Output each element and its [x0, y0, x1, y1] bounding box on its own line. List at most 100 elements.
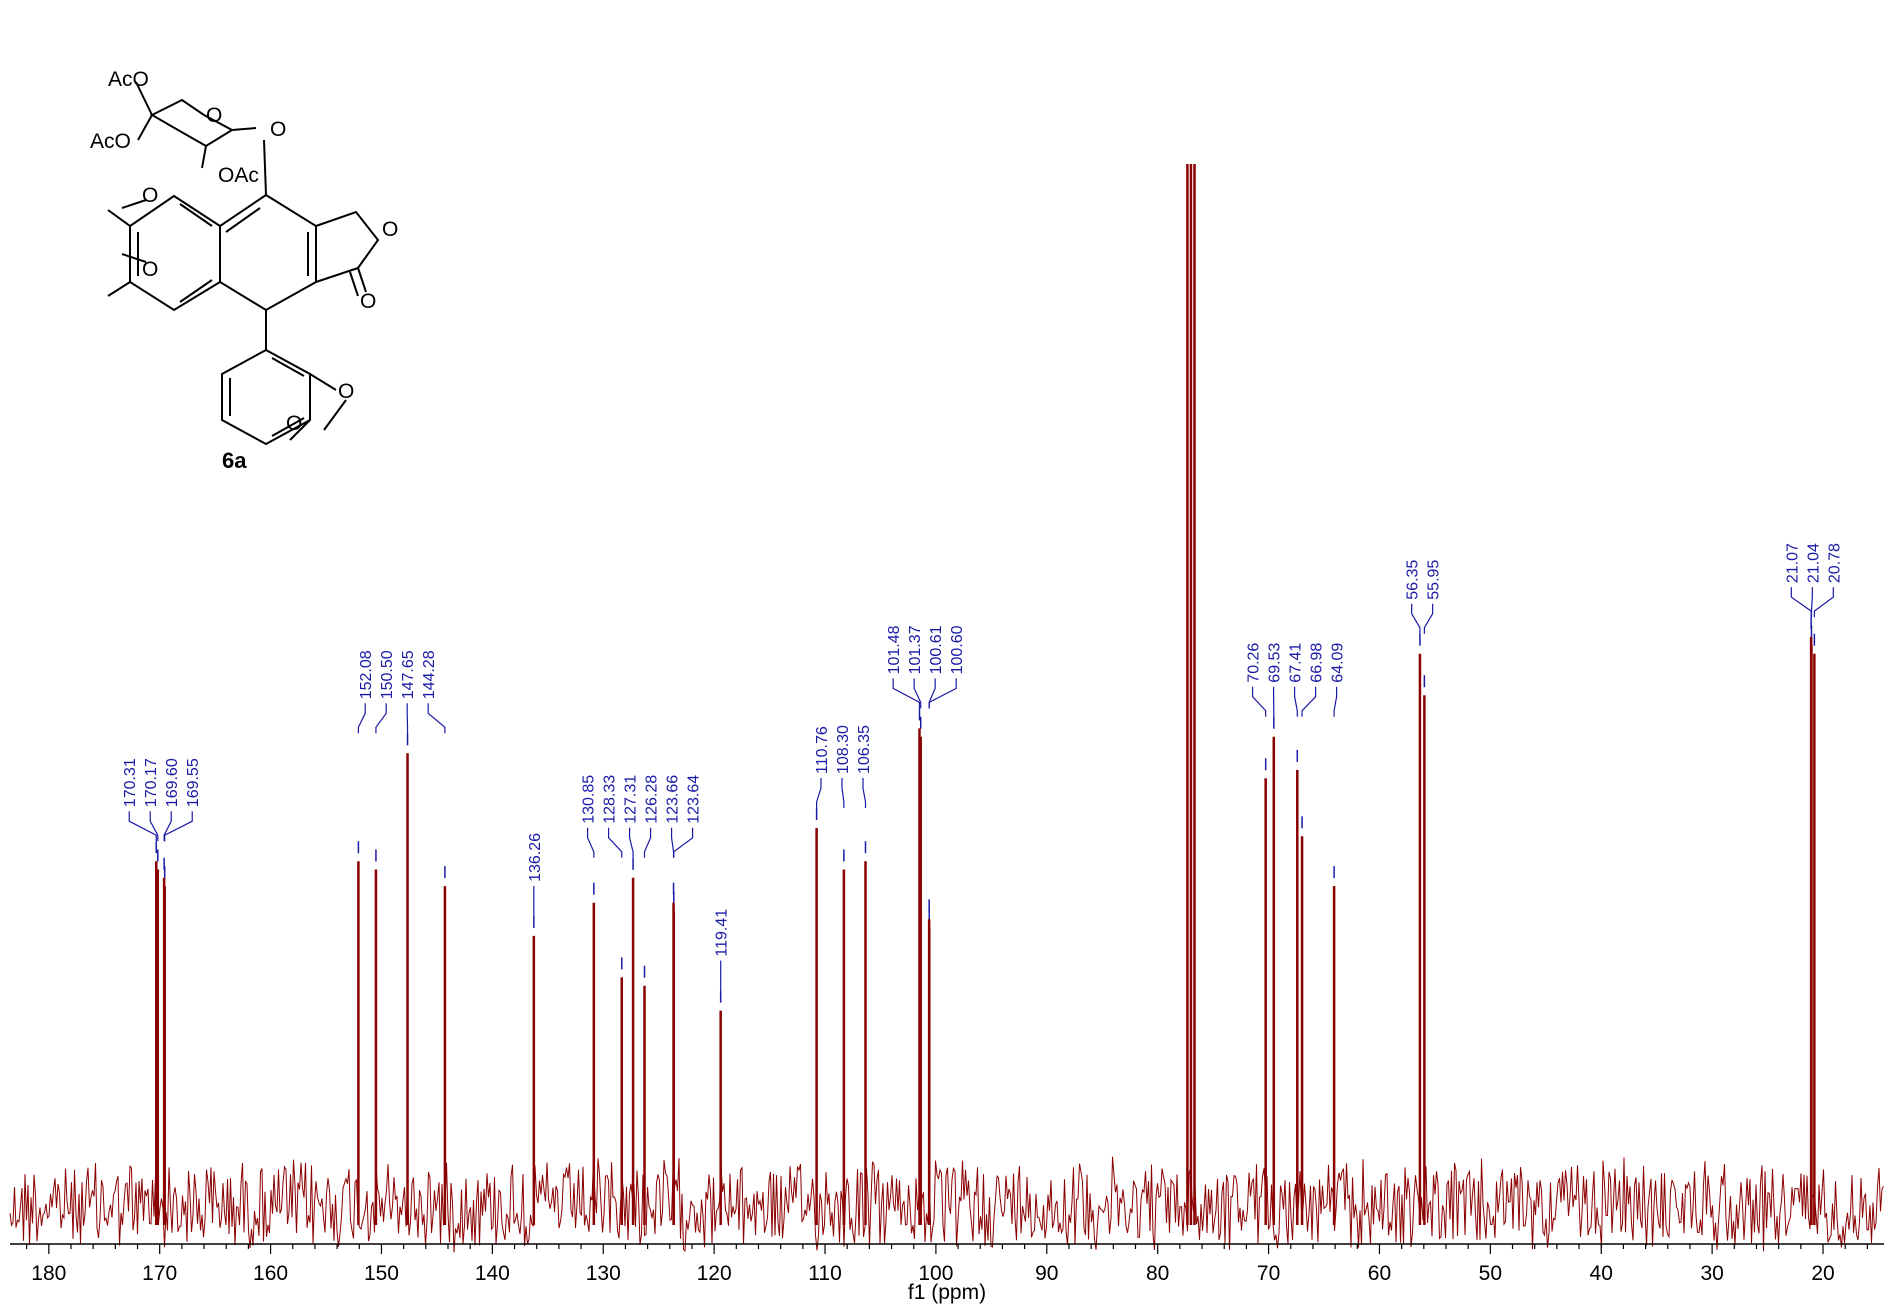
sugar-bond	[135, 81, 153, 116]
peak-label-connector	[149, 811, 159, 842]
naphthalene-ring-right	[219, 193, 317, 312]
peak-label-connector	[628, 827, 634, 858]
x-tick-label: 150	[364, 1262, 399, 1285]
dioxole-oxygen-label: O	[286, 412, 302, 435]
peak-label-connector	[607, 827, 623, 858]
peak-label-connector	[357, 703, 366, 734]
peak-label: 123.66	[665, 775, 682, 824]
peak-label: 55.95	[1426, 560, 1443, 600]
sugar-bond	[137, 114, 153, 141]
peak-label-connector	[815, 778, 822, 808]
peak-label: 130.85	[581, 775, 598, 824]
peak-label: 152.08	[358, 650, 375, 699]
peak-label: 123.64	[686, 775, 703, 824]
peak-label: 110.76	[814, 726, 831, 774]
peak-label-connector	[1301, 686, 1317, 717]
carbonyl-bond	[349, 271, 359, 297]
x-tick-label: 180	[31, 1262, 66, 1285]
peak-label-connector	[928, 678, 936, 709]
peak-label: 21.07	[1784, 543, 1801, 583]
x-tick-label: 160	[253, 1262, 288, 1285]
peak-label-connector	[1293, 686, 1298, 717]
double-bond	[179, 203, 213, 227]
compound-label: 6a	[222, 448, 247, 473]
peak-label-connector	[164, 811, 193, 842]
peak-label-connector	[586, 827, 595, 858]
peak-label: 100.60	[949, 625, 966, 674]
sugar-bond	[231, 127, 257, 131]
lactone-oxygen-label: O	[382, 218, 398, 241]
peak-label: 170.31	[122, 758, 139, 807]
peak-label-connector	[673, 827, 694, 858]
peak-label: 56.35	[1405, 560, 1422, 600]
methoxy-bond	[121, 199, 147, 209]
x-tick-label: 80	[1146, 1262, 1169, 1285]
double-bond	[271, 357, 305, 377]
aco-left-label: AcO	[90, 130, 131, 153]
peak-label: 67.41	[1288, 643, 1305, 683]
peak-label-connector	[1810, 587, 1813, 618]
chemical-structure	[107, 81, 380, 446]
peak-label: 101.48	[886, 625, 903, 674]
sugar-bond	[201, 145, 207, 169]
x-axis-title: f1 (ppm)	[908, 1281, 986, 1304]
sugar-bond	[263, 139, 267, 196]
peak-label-connector	[643, 827, 652, 858]
peak-label: 126.28	[644, 775, 661, 824]
x-tick-label: 40	[1590, 1262, 1613, 1285]
glycosidic-oxygen-label: O	[270, 118, 286, 141]
peak-label: 108.30	[835, 725, 852, 774]
dioxole-ring	[289, 373, 347, 441]
peak-label-connector	[892, 678, 921, 709]
carbonyl-bond	[357, 267, 367, 293]
peak-label-connector	[128, 811, 157, 842]
methoxy-bond	[107, 209, 131, 227]
peak-label: 69.53	[1267, 643, 1284, 683]
ring-oxygen-label: O	[206, 104, 222, 127]
peak-label-connector	[1813, 587, 1834, 618]
peak-label-connector	[928, 678, 957, 709]
x-tick-label: 170	[142, 1262, 177, 1285]
x-tick-label: 30	[1700, 1262, 1723, 1285]
peak-label: 170.17	[143, 758, 160, 807]
peak-label: 169.60	[164, 758, 181, 807]
peak-label-connector	[913, 678, 922, 709]
peak-label-connector	[1251, 686, 1267, 717]
dioxole-oxygen-label: O	[338, 380, 354, 403]
peak-label: 147.65	[400, 650, 417, 699]
peak-label: 128.33	[602, 775, 619, 824]
naphthalene-ring-left	[129, 194, 221, 312]
oac-label: OAc	[218, 164, 259, 187]
x-tick-label: 100	[918, 1262, 953, 1285]
peak-label: 64.09	[1330, 643, 1347, 683]
peak-label: 66.98	[1309, 643, 1326, 683]
double-bond	[179, 279, 213, 303]
peak-label-connector	[1411, 603, 1421, 634]
peak-label-connector	[1333, 686, 1338, 717]
peak-label: 136.26	[527, 833, 544, 882]
carbonyl-oxygen-label: O	[360, 290, 376, 313]
peak-label: 106.35	[856, 725, 873, 774]
peak-label-connector	[841, 778, 845, 808]
x-tick-label: 70	[1257, 1262, 1280, 1285]
peak-label: 127.31	[623, 775, 640, 824]
peak-label: 100.61	[928, 625, 945, 674]
peak-label-connector	[862, 778, 867, 808]
x-tick-label: 50	[1479, 1262, 1502, 1285]
x-tick-label: 20	[1811, 1262, 1834, 1285]
peak-label: 150.50	[379, 650, 396, 699]
peak-label: 21.04	[1805, 543, 1822, 583]
double-bond	[271, 417, 305, 437]
x-tick-label: 60	[1368, 1262, 1391, 1285]
lactone-ring	[315, 210, 380, 283]
peak-label-connector	[1423, 603, 1434, 634]
methoxy-oxygen-label: O	[142, 258, 158, 281]
methoxy-bond	[121, 253, 147, 263]
x-tick-label: 90	[1035, 1262, 1058, 1285]
methoxy-oxygen-label: O	[142, 184, 158, 207]
double-bond	[225, 207, 261, 233]
peak-label: 70.26	[1246, 643, 1263, 683]
peak-label-connector	[427, 703, 446, 734]
peak-label: 20.78	[1826, 543, 1843, 583]
